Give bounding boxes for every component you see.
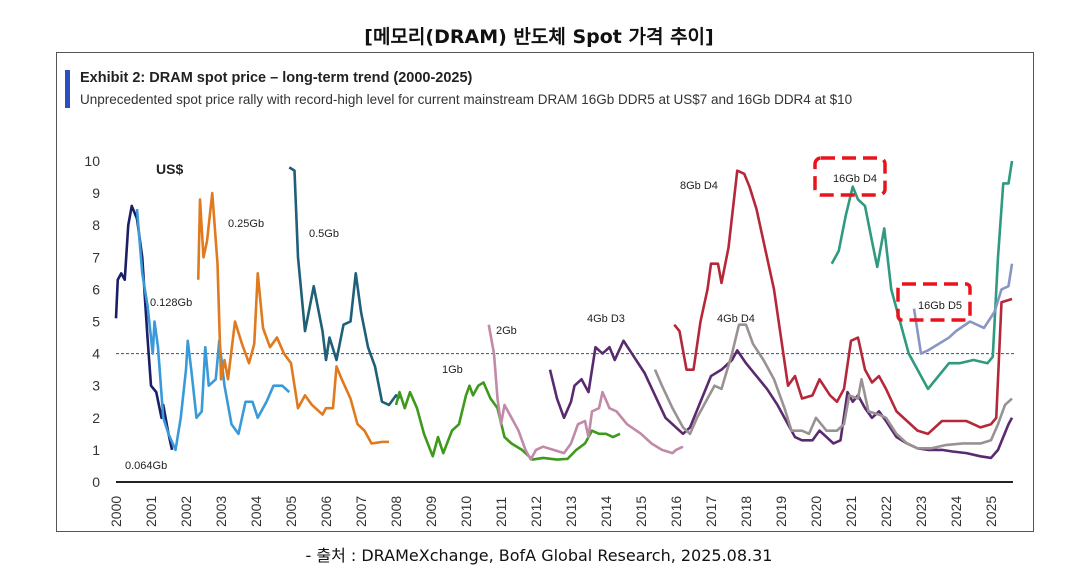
x-tick-label: 2009 [423,496,439,527]
x-tick-label: 2001 [143,496,159,527]
highlight-box-16gb-d5 [896,282,972,322]
series-line-8gb-d4 [673,169,1013,436]
x-tick-label: 2000 [108,496,124,527]
x-tick-label: 2012 [528,496,544,527]
y-tick-label: 10 [84,153,100,169]
x-tick-label: 2010 [458,496,474,527]
x-tick-label: 2014 [598,496,614,527]
source-caption: - 출처 : DRAMeXchange, BofA Global Researc… [305,546,773,565]
x-tick-label: 2008 [388,496,404,527]
series-label-16gb-d5: 16Gb D5 [918,300,962,312]
series-line-1gb [394,381,621,461]
highlight-box-16gb-d4 [813,156,887,197]
chart-subtitle: Unprecedented spot price rally with reco… [80,92,853,107]
x-tick-label: 2025 [983,496,999,527]
y-tick-label: 0 [92,474,100,490]
series-line-4gb-d4 [653,323,1013,450]
chart-title: Exhibit 2: DRAM spot price – long-term t… [80,70,473,86]
page-header: [메모리(DRAM) 반도체 Spot 가격 추이] [364,26,714,48]
y-tick-label: 4 [92,346,100,362]
x-tick-label: 2006 [318,496,334,527]
series-line-16gb-d5 [912,263,1014,355]
x-tick-label: 2022 [878,496,894,527]
y-tick-label: 2 [92,410,100,426]
y-tick-label: 6 [92,281,100,297]
series-label-025gb: 0.25Gb [228,218,264,230]
x-tick-label: 2021 [843,496,859,527]
x-tick-label: 2023 [913,496,929,527]
series-label-16gb-d4: 16Gb D4 [833,173,877,185]
title-accent-bar [65,70,70,108]
y-tick-label: 5 [92,314,100,330]
x-tick-label: 2019 [773,496,789,527]
series-line-0-5gb [288,166,401,407]
x-tick-label: 2002 [178,496,194,527]
series-line-0-128gb [135,209,291,452]
x-tick-label: 2004 [248,496,264,527]
series-label-0128gb: 0.128Gb [150,297,192,309]
series-label-4gb-d3: 4Gb D3 [587,313,625,325]
x-tick-label: 2011 [493,497,509,527]
series-line-2gb [487,324,684,461]
series-label-8gb-d4: 8Gb D4 [680,180,718,192]
x-tick-label: 2007 [353,496,369,527]
series-label-1gb: 1Gb [442,364,463,376]
x-tick-label: 2017 [703,496,719,527]
x-tick-label: 2015 [633,496,649,527]
y-tick-label: 8 [92,217,100,233]
x-tick-label: 2024 [948,496,964,527]
x-tick-label: 2018 [738,496,754,527]
y-unit-label: US$ [156,161,183,177]
y-tick-label: 9 [92,185,100,201]
x-tick-label: 2003 [213,496,229,527]
series-label-05gb: 0.5Gb [309,228,339,240]
chart-frame [56,52,1034,532]
series-line-0-25gb [196,191,389,445]
y-tick-label: 3 [92,378,100,394]
x-tick-label: 2016 [668,496,684,527]
series-label-0064gb: 0.064Gb [125,460,167,472]
x-tick-label: 2005 [283,496,299,527]
series-line-16gb-d4 [830,160,1014,391]
series-label-2gb: 2Gb [496,325,517,337]
x-tick-label: 2013 [563,496,579,527]
y-tick-label: 1 [92,442,100,458]
x-tick-label: 2020 [808,496,824,527]
series-label-4gb-d4: 4Gb D4 [717,313,755,325]
y-tick-label: 7 [92,249,100,265]
